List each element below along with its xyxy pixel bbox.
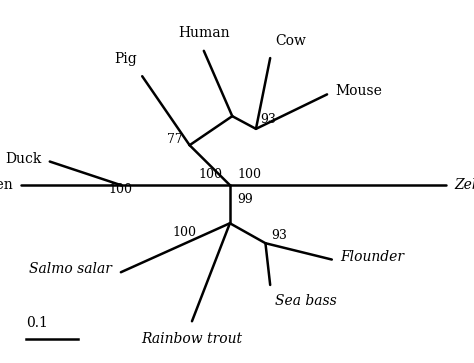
Text: Rainbow trout: Rainbow trout bbox=[141, 332, 243, 346]
Text: Sea bass: Sea bass bbox=[275, 294, 337, 308]
Text: Salmo salar: Salmo salar bbox=[29, 262, 112, 276]
Text: 93: 93 bbox=[261, 113, 276, 126]
Text: 77: 77 bbox=[167, 132, 182, 146]
Text: 100: 100 bbox=[109, 183, 133, 196]
Text: 93: 93 bbox=[271, 229, 287, 242]
Text: 100: 100 bbox=[173, 226, 197, 239]
Text: Cow: Cow bbox=[275, 34, 306, 48]
Text: 99: 99 bbox=[237, 193, 253, 206]
Text: 100: 100 bbox=[199, 168, 223, 181]
Text: 100: 100 bbox=[237, 168, 261, 182]
Text: Duck: Duck bbox=[5, 152, 41, 166]
Text: Pig: Pig bbox=[115, 52, 137, 66]
Text: Chicken: Chicken bbox=[0, 178, 13, 192]
Text: Zebrafish: Zebrafish bbox=[454, 178, 474, 192]
Text: Mouse: Mouse bbox=[336, 85, 383, 98]
Text: 0.1: 0.1 bbox=[26, 315, 48, 330]
Text: Flounder: Flounder bbox=[340, 250, 404, 264]
Text: Human: Human bbox=[178, 26, 229, 40]
